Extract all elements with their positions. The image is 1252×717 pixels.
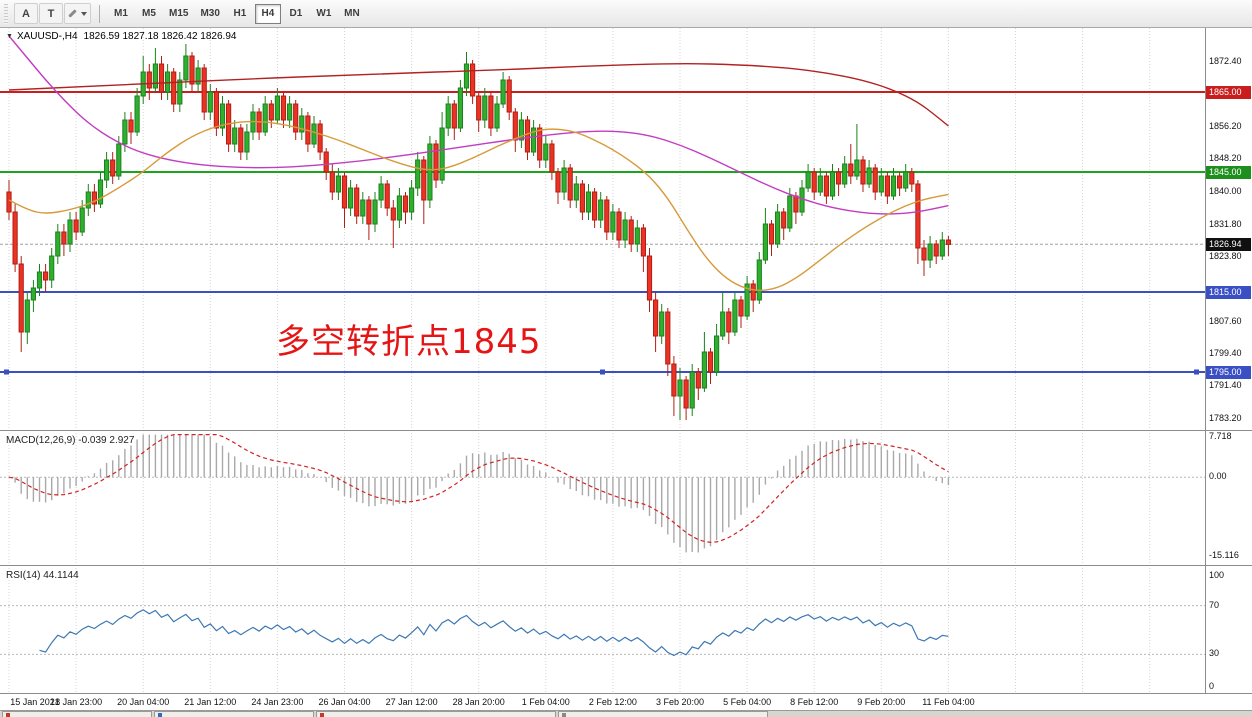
rsi-label: RSI(14) 44.1144 [6, 570, 79, 581]
price-annotation[interactable]: 多空转折点1845 [276, 322, 542, 362]
toolbar-grip[interactable] [4, 3, 8, 24]
grid [8, 28, 1151, 693]
macd-histogram [14, 434, 950, 553]
timeframe-button-m15[interactable]: M15 [164, 4, 193, 24]
text-tool-button[interactable]: A [14, 3, 38, 24]
hline-handle[interactable] [4, 369, 9, 375]
price-axis-separator[interactable] [1205, 28, 1206, 694]
arrows-dropdown-button[interactable] [64, 3, 91, 24]
timeframe-button-w1[interactable]: W1 [311, 4, 337, 24]
chart-tab[interactable] [316, 711, 556, 717]
timeframe-button-m1[interactable]: M1 [108, 4, 134, 24]
toolbar-separator [99, 4, 100, 23]
chevron-down-icon [81, 11, 87, 16]
ma-fast-line [8, 120, 949, 291]
chart-tab-icon [320, 713, 324, 717]
ma-slow-line [8, 63, 949, 127]
indicator-levels [0, 476, 1205, 655]
panel-separator [0, 693, 1252, 694]
rsi-line [39, 609, 949, 657]
chart-symbol-title: XAUUSD-,H4 [16, 31, 78, 42]
chart-tab[interactable] [2, 711, 152, 717]
chart-tab-icon [6, 713, 10, 717]
pencil-icon [68, 9, 77, 18]
macd-signal-line [8, 434, 949, 544]
macd-label: MACD(12,26,9) -0.039 2.927 [6, 435, 135, 446]
chart-collapse-icon[interactable]: ▼ [6, 33, 13, 40]
timeframe-button-m5[interactable]: M5 [136, 4, 162, 24]
hline-1795[interactable] [0, 369, 1205, 375]
chart-tab-bar [0, 710, 1252, 717]
chart-header: ▼ XAUUSD-,H4 1826.59 1827.18 1826.42 1826.… [6, 31, 236, 42]
timeframe-button-mn[interactable]: MN [339, 4, 365, 24]
chart-tab-icon [158, 713, 162, 717]
chart-tab[interactable] [154, 711, 314, 717]
panel-separator[interactable] [0, 430, 1252, 431]
text-label-tool-button[interactable]: T [39, 3, 63, 24]
ma-medium-line [8, 35, 949, 215]
timeframe-button-h4[interactable]: H4 [254, 3, 281, 24]
timeframe-button-m30[interactable]: M30 [195, 4, 224, 24]
panel-separator[interactable] [0, 565, 1252, 566]
hline-handle[interactable] [1194, 369, 1199, 375]
timeframe-toolbar: M1 M5 M15 M30 H1 H4 D1 W1 MN [108, 3, 365, 24]
chart-ohlc-values: 1826.59 1827.18 1826.42 1826.94 [83, 31, 237, 42]
chart-tab[interactable] [558, 711, 768, 717]
toolbar: A T M1 M5 M15 M30 H1 H4 D1 W1 MN [0, 0, 1252, 28]
timeframe-button-d1[interactable]: D1 [283, 4, 309, 24]
timeframe-button-h1[interactable]: H1 [227, 4, 253, 24]
hline-handle[interactable] [600, 369, 605, 375]
chart-tab-icon [562, 713, 566, 717]
